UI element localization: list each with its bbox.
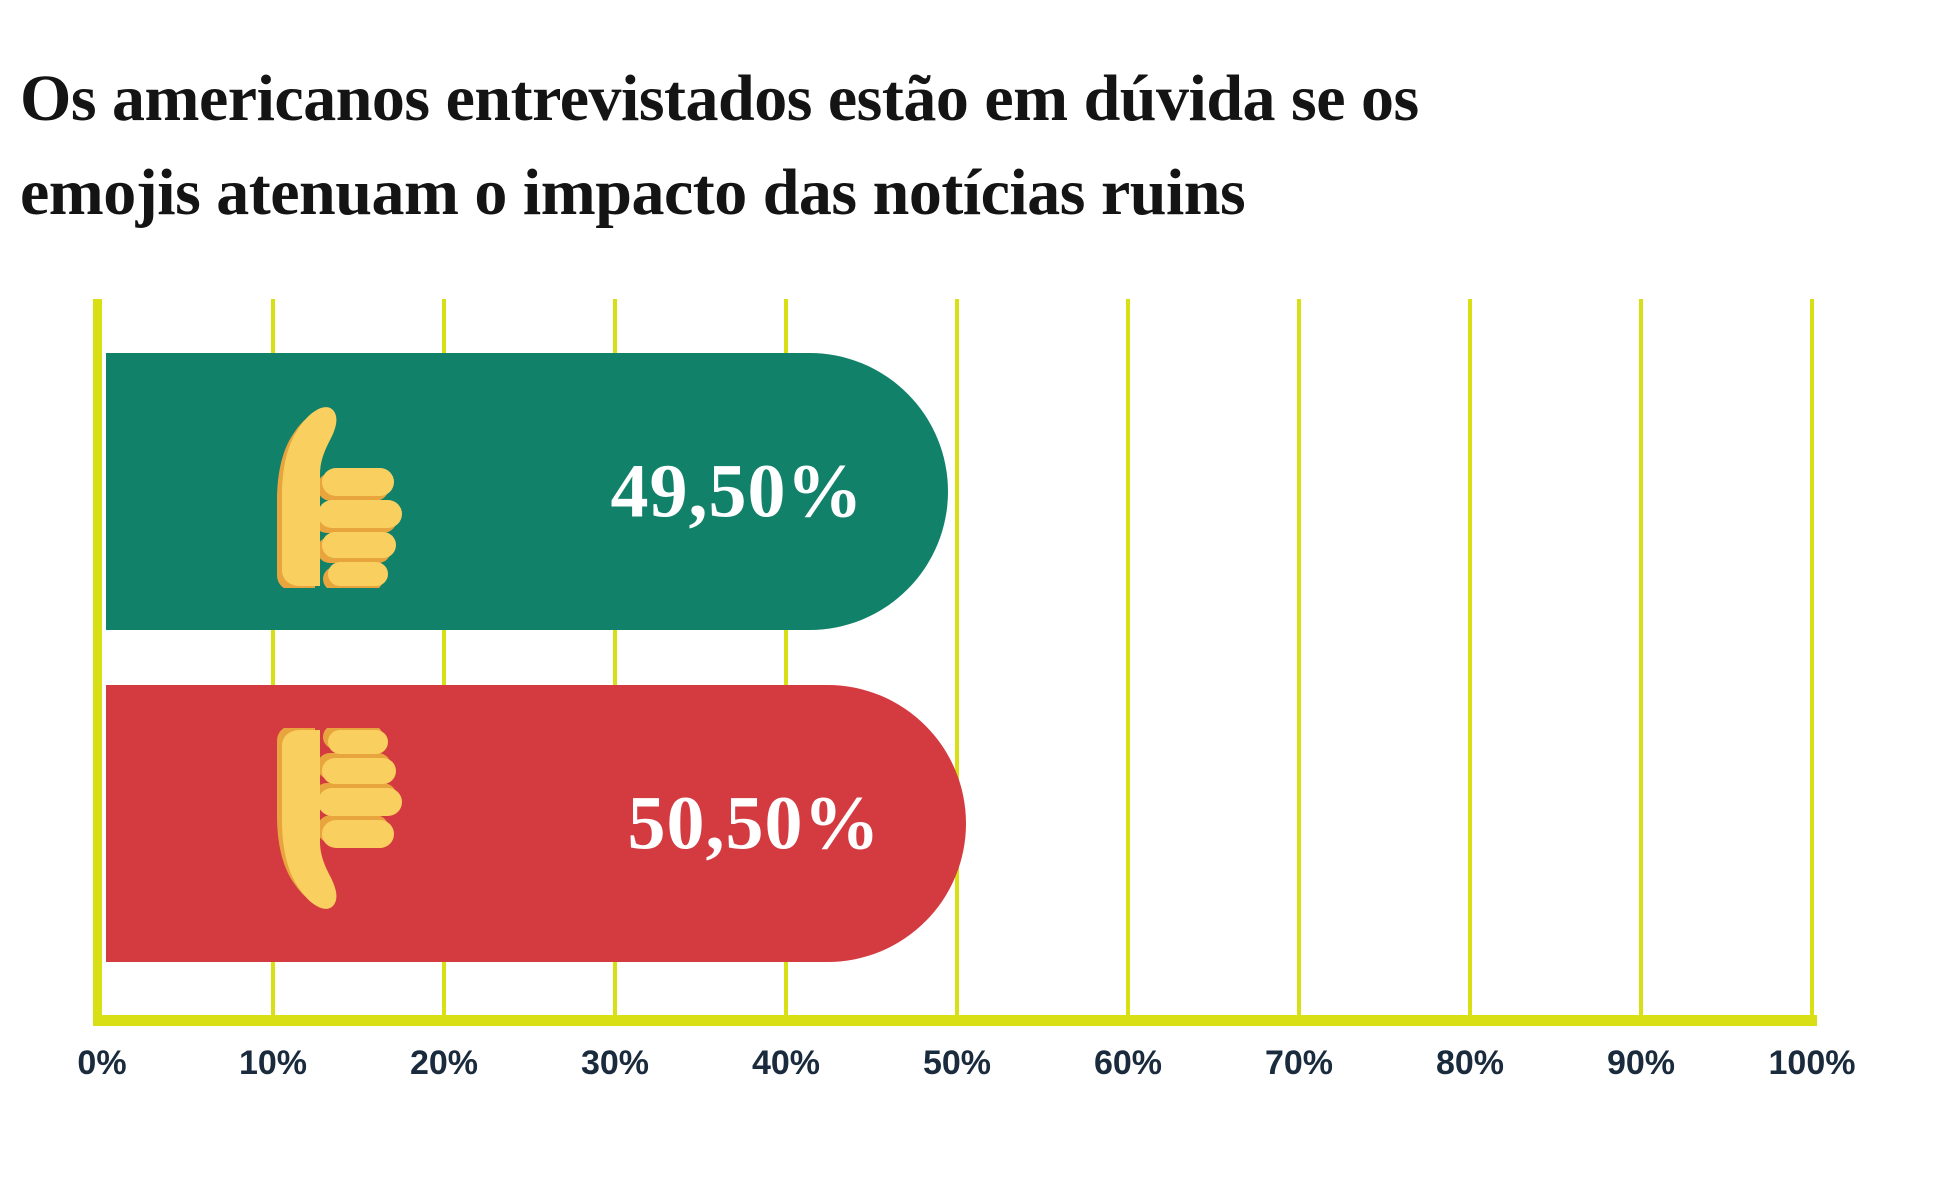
thumbs-up-icon bbox=[277, 406, 402, 588]
tick-label-50%: 50% bbox=[922, 1044, 992, 1082]
value-label-thumbs-up: 49,50% bbox=[610, 449, 864, 533]
gridline-10% bbox=[271, 299, 275, 1015]
gridline-100% bbox=[1810, 299, 1814, 1015]
gridline-40% bbox=[784, 299, 788, 1015]
gridline-20% bbox=[442, 299, 446, 1015]
thumbs-down-icon bbox=[277, 727, 402, 909]
bar-thumbs-up: 49,50% bbox=[106, 353, 949, 630]
gridline-60% bbox=[1126, 299, 1130, 1015]
plot-area: 49,50% 50,50% bbox=[93, 299, 1817, 1026]
tick-label-40%: 40% bbox=[751, 1044, 821, 1082]
tick-label-30%: 30% bbox=[580, 1044, 650, 1082]
tick-label-60%: 60% bbox=[1093, 1044, 1163, 1082]
tick-label-20%: 20% bbox=[409, 1044, 479, 1082]
tick-label-70%: 70% bbox=[1264, 1044, 1334, 1082]
gridline-30% bbox=[613, 299, 617, 1015]
value-label-thumbs-down: 50,50% bbox=[627, 781, 881, 865]
gridline-90% bbox=[1639, 299, 1643, 1015]
bar-thumbs-down: 50,50% bbox=[106, 685, 966, 962]
chart-title: Os americanos entrevistados estão em dúv… bbox=[20, 62, 1419, 230]
gridline-50% bbox=[955, 299, 959, 1015]
x-axis-tick-labels: 0% 10% 20% 30% 40% 50% 60% 70% 80% 90% 100% bbox=[77, 1044, 1855, 1086]
x-axis-line bbox=[93, 1015, 1817, 1026]
gridline-70% bbox=[1297, 299, 1301, 1015]
tick-label-10%: 10% bbox=[238, 1044, 308, 1082]
tick-label-80%: 80% bbox=[1435, 1044, 1505, 1082]
tick-label-100%: 100% bbox=[1768, 1044, 1856, 1082]
tick-label-90%: 90% bbox=[1606, 1044, 1676, 1082]
tick-label-0%: 0% bbox=[77, 1044, 127, 1082]
gridline-80% bbox=[1468, 299, 1472, 1015]
y-axis-line bbox=[93, 299, 102, 1026]
